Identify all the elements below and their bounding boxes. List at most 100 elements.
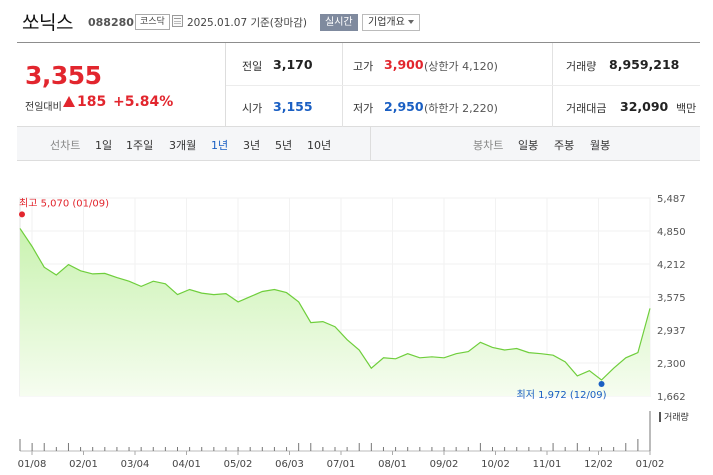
volume-bar	[92, 447, 94, 451]
tab-1w[interactable]: 1주일	[126, 139, 154, 152]
volume-bar	[80, 447, 82, 451]
volume-bar	[431, 447, 433, 451]
volume-bar	[213, 447, 215, 451]
x-tick-label: 09/02	[430, 459, 459, 470]
stock-name: 쏘닉스	[22, 12, 73, 34]
volume-bar	[334, 447, 336, 451]
volume-label: 거래량	[566, 60, 597, 73]
volume-bar	[273, 447, 275, 451]
tab-10y[interactable]: 10년	[307, 139, 332, 152]
tab-divider	[370, 127, 371, 161]
volume-bar	[588, 447, 590, 451]
change-percent: +5.84%	[113, 94, 174, 110]
volume-bar	[407, 447, 409, 451]
stock-code: 088280	[88, 16, 134, 29]
y-axis: 5,487 4,850 4,212 3,575 2,937 2,300 1,662	[657, 194, 686, 403]
open-label: 시가	[242, 102, 263, 115]
x-tick-label: 06/03	[275, 459, 304, 470]
volume-bar	[564, 447, 566, 451]
y-tick-label: 3,575	[657, 293, 686, 304]
volume-bar	[625, 443, 627, 451]
volume-bar	[237, 447, 239, 451]
volume-bar	[419, 447, 421, 451]
volume-bar	[104, 447, 106, 451]
volume-bar	[649, 411, 651, 451]
volume-bar	[395, 447, 397, 451]
volume-bar	[249, 447, 251, 451]
volume-bar	[31, 443, 33, 451]
volume-bar	[261, 447, 263, 451]
volume-bar	[492, 447, 493, 451]
base-date: 2025.01.07 기준(장마감)	[187, 17, 307, 29]
tab-monthly[interactable]: 월봉	[590, 139, 611, 152]
open-cell: 시가 3,155	[226, 85, 342, 127]
high-label: 고가	[353, 60, 374, 73]
volume-legend-icon	[659, 412, 661, 422]
volume-bar	[43, 443, 45, 451]
volume-bar	[540, 447, 542, 451]
y-tick-label: 5,487	[657, 194, 686, 205]
upper-limit: (상한가 4,120)	[424, 60, 498, 73]
high-cell: 고가 3,900 (상한가 4,120)	[342, 43, 552, 85]
volume-bar	[322, 447, 324, 451]
volume-bar	[601, 447, 603, 451]
volume-bar	[177, 447, 178, 451]
volume-bar	[310, 443, 312, 451]
tab-3m[interactable]: 3개월	[169, 139, 197, 152]
amount-value: 32,090	[620, 99, 669, 114]
volume-bar	[116, 447, 118, 451]
volume-bars	[19, 411, 661, 451]
min-label: 최저 1,972 (12/09)	[517, 389, 607, 401]
volume-bar	[298, 443, 300, 451]
volume-bar	[455, 447, 457, 451]
volume-bar	[19, 439, 21, 451]
volume-bar	[479, 443, 481, 451]
market-badge: 코스닥	[135, 14, 170, 30]
volume-bar	[516, 447, 518, 451]
volume-bar	[552, 443, 554, 451]
tab-5y[interactable]: 5년	[275, 139, 293, 152]
current-price: 3,355	[25, 61, 102, 90]
tab-weekly[interactable]: 주봉	[554, 139, 575, 152]
realtime-button[interactable]: 실시간	[320, 14, 358, 31]
prev-close-value: 3,170	[273, 57, 313, 72]
divider	[226, 85, 700, 86]
chevron-down-icon	[407, 20, 414, 24]
quote-summary: 3,355 전일대비 185 +5.84% 전일 3,170 고가 3,900 …	[17, 42, 700, 127]
y-tick-label: 4,850	[657, 227, 686, 238]
tab-1d[interactable]: 1일	[95, 139, 113, 152]
max-label: 최고 5,070 (01/09)	[19, 197, 109, 209]
company-overview-button[interactable]: 기업개요	[362, 14, 420, 31]
x-tick-label: 07/01	[327, 459, 356, 470]
price-box: 3,355 전일대비 185 +5.84%	[17, 43, 226, 127]
volume-value: 8,959,218	[609, 57, 680, 72]
volume-bar	[382, 447, 384, 451]
x-tick-label: 12/02	[584, 459, 613, 470]
x-tick-label: 02/01	[69, 459, 98, 470]
prev-close-cell: 전일 3,170	[226, 43, 342, 85]
volume-bar	[286, 447, 288, 451]
volume-bar	[637, 439, 639, 451]
amount-unit: 백만	[676, 102, 697, 115]
volume-bar	[370, 443, 372, 451]
low-value: 2,950	[384, 99, 424, 114]
tab-3y[interactable]: 3년	[243, 139, 261, 152]
prev-close-label: 전일	[242, 60, 263, 73]
open-value: 3,155	[273, 99, 313, 114]
volume-bar	[140, 447, 142, 451]
volume-bar	[576, 443, 578, 451]
volume-label: 거래량	[664, 411, 689, 423]
volume-bar	[467, 447, 469, 451]
tab-daily[interactable]: 일봉	[518, 139, 539, 152]
x-tick-label: 11/01	[533, 459, 562, 470]
period-tabs: 선차트 1일 1주일 3개월 1년 3년 5년 10년 봉차트 일봉 주봉 월봉	[17, 127, 700, 161]
volume-bar	[225, 447, 227, 451]
candle-chart-title: 봉차트	[473, 139, 504, 152]
lower-limit: (하한가 2,220)	[424, 102, 498, 115]
volume-bar	[443, 447, 445, 451]
min-point	[598, 380, 605, 387]
y-tick-label: 2,300	[657, 359, 686, 370]
amount-label: 거래대금	[566, 102, 607, 115]
tab-1y[interactable]: 1년	[211, 139, 229, 152]
change-value: 185	[77, 94, 107, 110]
